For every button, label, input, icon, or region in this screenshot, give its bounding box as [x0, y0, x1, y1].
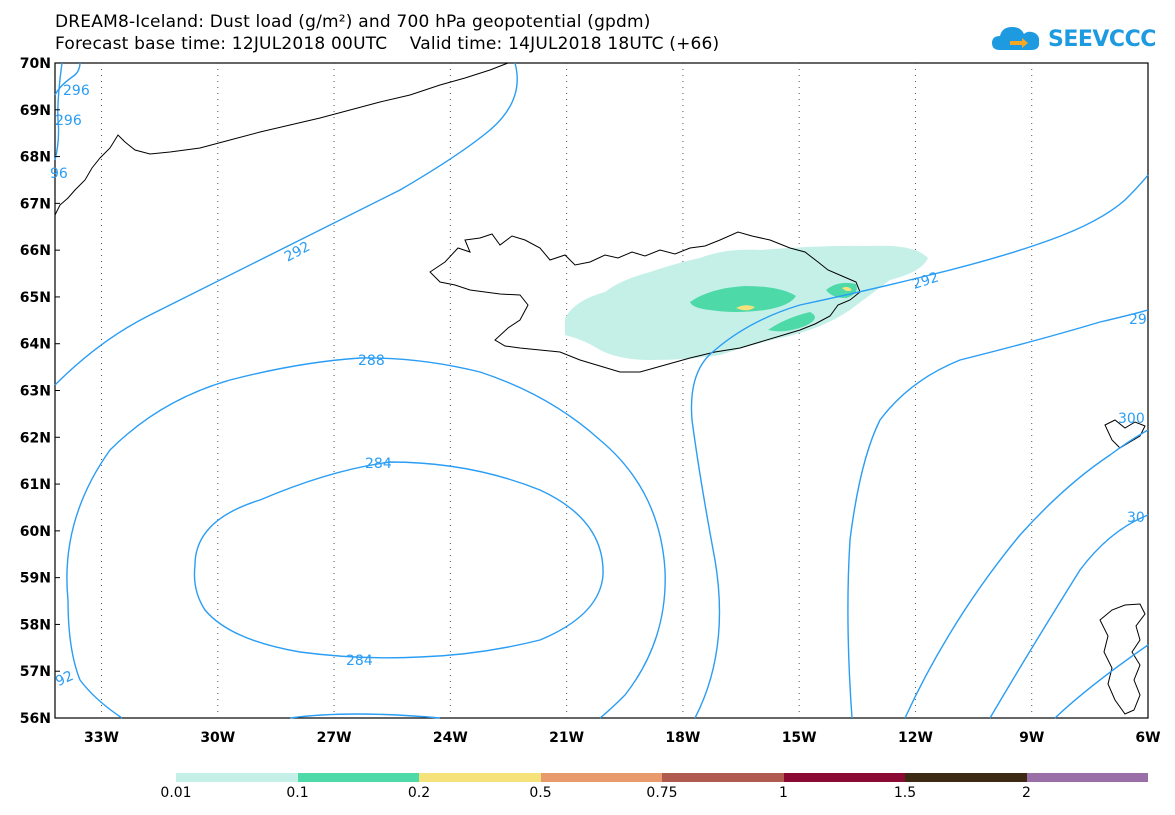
lat-label: 67N — [20, 196, 51, 212]
lat-label: 63N — [20, 384, 51, 400]
lon-label: 24W — [433, 730, 468, 746]
dust-area-0.2 — [736, 305, 755, 311]
lat-label: 69N — [20, 103, 51, 119]
lon-label: 9W — [1019, 730, 1044, 746]
lat-label: 58N — [20, 617, 51, 633]
greenland-coast — [54, 62, 509, 216]
lat-label: 57N — [20, 664, 51, 680]
lon-label: 33W — [84, 730, 119, 746]
lat-label: 68N — [20, 150, 51, 166]
colorbar-label: 2 — [1022, 785, 1031, 801]
contour-292-east — [690, 174, 1149, 719]
contour-label-30: 30 — [1127, 510, 1145, 526]
contour-label-300: 300 — [1118, 411, 1145, 427]
iceland-coast — [429, 231, 861, 373]
colorbar-label: 1 — [779, 785, 788, 801]
lat-label: 56N — [20, 711, 51, 727]
colorbar-segment — [419, 773, 541, 782]
dust-area-0.2-b — [842, 286, 852, 292]
contour-300-east — [904, 429, 1149, 719]
dust-area-0.1-b — [768, 312, 815, 332]
longitude-labels: 33W 30W 27W 24W 21W 18W 15W 12W 9W 6W — [84, 730, 1161, 746]
colorbar — [176, 773, 1148, 782]
coastlines — [54, 62, 1146, 715]
lon-label: 30W — [200, 730, 235, 746]
lat-label: 64N — [20, 337, 51, 353]
lon-label: 15W — [782, 730, 817, 746]
contour-296 — [847, 309, 1149, 719]
logo-text: SEEVCCC — [1048, 26, 1156, 52]
colorbar-label: 0.2 — [407, 785, 431, 801]
lat-label: 59N — [20, 571, 51, 587]
colorbar-segment — [662, 773, 784, 782]
lon-label: 6W — [1135, 730, 1160, 746]
lat-label: 60N — [20, 524, 51, 540]
contour-296-top — [54, 62, 63, 161]
cloud-logo-icon — [992, 27, 1040, 50]
contour-label-296-top2: 296 — [55, 113, 82, 129]
contour-label-288: 288 — [358, 353, 385, 369]
contour-292-west — [54, 62, 518, 386]
contour-304 — [989, 514, 1149, 719]
lon-label: 18W — [665, 730, 700, 746]
colorbar-label: 0.75 — [646, 785, 678, 801]
lat-label: 61N — [20, 477, 51, 493]
lat-label: 65N — [20, 290, 51, 306]
colorbar-segment — [1026, 773, 1148, 782]
lon-label: 21W — [549, 730, 584, 746]
colorbar-segment — [783, 773, 905, 782]
scotland-coast — [1099, 603, 1146, 715]
colorbar-label: 1.5 — [893, 785, 917, 801]
contour-label-29-east: 29 — [1129, 312, 1147, 328]
lat-label: 62N — [20, 430, 51, 446]
colorbar-segment — [540, 773, 662, 782]
contour-288-right — [289, 713, 441, 719]
contour-label-284-south: 284 — [346, 653, 373, 669]
contour-label-284-north: 284 — [365, 456, 392, 472]
colorbar-segment — [297, 773, 419, 782]
faroe-coast — [1104, 419, 1146, 449]
contour-308 — [1054, 644, 1149, 719]
contour-label-296-top: 296 — [63, 83, 90, 99]
lon-label: 12W — [898, 730, 933, 746]
contour-284 — [193, 461, 604, 659]
colorbar-segment — [905, 773, 1027, 782]
map-title: DREAM8-Iceland: Dust load (g/m²) and 700… — [55, 12, 651, 32]
latitude-labels: 70N 69N 68N 67N 66N 65N 64N 63N 62N 61N 60N 59N 58N 5… — [20, 56, 60, 727]
lat-label: 70N — [20, 56, 51, 72]
contour-label-92-southwest: 92 — [53, 668, 76, 690]
seevccc-logo: SEEVCCC — [990, 22, 1156, 56]
lon-label: 27W — [317, 730, 352, 746]
contour-label-96-left: 96 — [50, 166, 68, 182]
contour-label-292-east: 292 — [911, 269, 941, 292]
contour-288 — [66, 357, 666, 719]
map-frame — [54, 62, 1149, 719]
colorbar-segment — [176, 773, 298, 782]
dust-area-0.1-a — [690, 286, 796, 312]
colorbar-label: 0.1 — [286, 785, 309, 801]
colorbar-label: 0.01 — [160, 785, 192, 801]
map-subtitle: Forecast base time: 12JUL2018 00UTC Vali… — [55, 34, 720, 54]
geopotential-contours — [54, 62, 1149, 719]
colorbar-label: 0.5 — [529, 785, 552, 801]
lat-label: 66N — [20, 243, 51, 259]
contour-288-bottom — [67, 599, 123, 719]
